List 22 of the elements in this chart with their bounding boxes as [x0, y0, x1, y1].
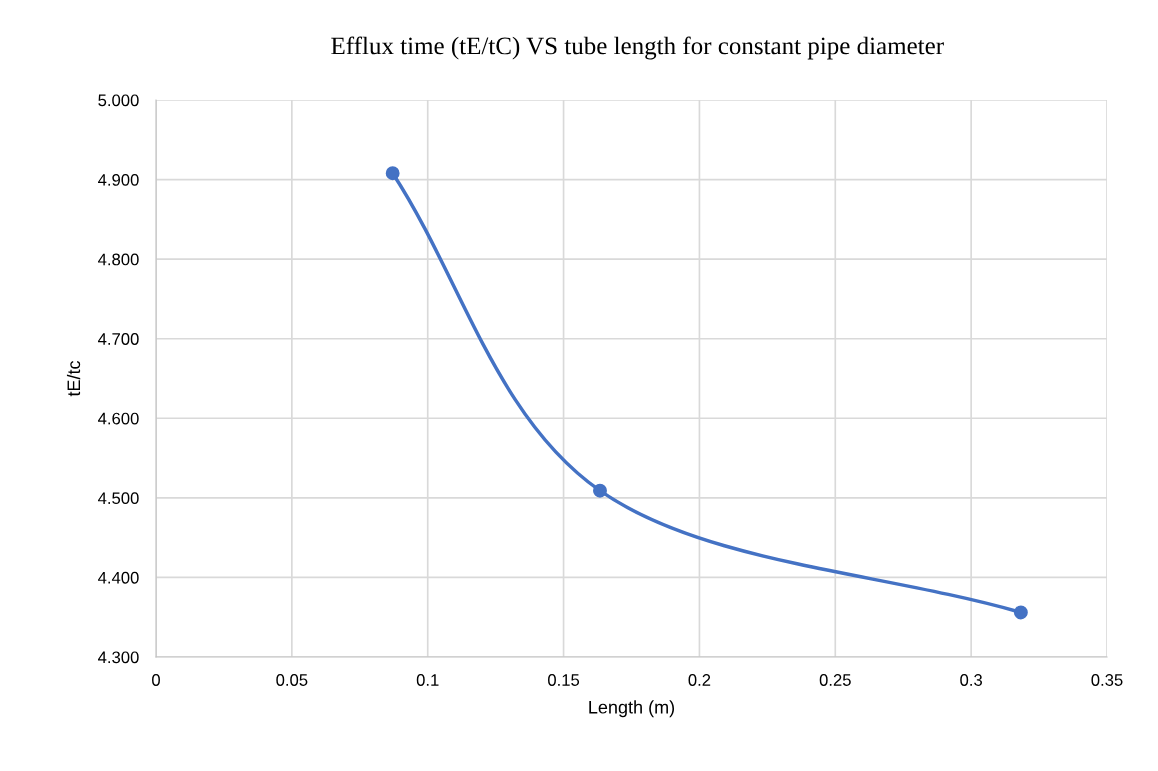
y-tick-label: 4.400 [98, 571, 139, 584]
x-tick-label: 0 [152, 674, 160, 686]
y-tick-label: 4.600 [98, 412, 139, 425]
y-tick-label: 4.900 [98, 173, 139, 186]
x-tick-label: 0.15 [548, 674, 580, 686]
y-tick-label: 4.300 [98, 651, 139, 664]
point [1013, 605, 1028, 620]
x-tick-label: 0.05 [276, 674, 308, 686]
x-tick-label: 0.3 [960, 674, 982, 686]
x-tick-label: 0.25 [819, 674, 851, 686]
y-tick-label: 4.700 [98, 333, 139, 345]
x-tick-label: 0.1 [416, 674, 439, 686]
chart-title: Efflux time (tE/tC) VS tube length for constant pipe diameter [331, 36, 944, 60]
x-tick-label: 0.2 [688, 674, 711, 686]
y-tick-label: 5.000 [98, 94, 139, 107]
x-tick-label: 0.35 [1091, 674, 1123, 686]
x-axis-title: Length (m) [589, 700, 675, 718]
y-axis-title: tE/tc [66, 360, 81, 397]
y-tick-label: 4.500 [98, 492, 139, 505]
point [593, 483, 607, 498]
y-tick-label: 4.800 [98, 253, 139, 266]
point [385, 166, 400, 181]
